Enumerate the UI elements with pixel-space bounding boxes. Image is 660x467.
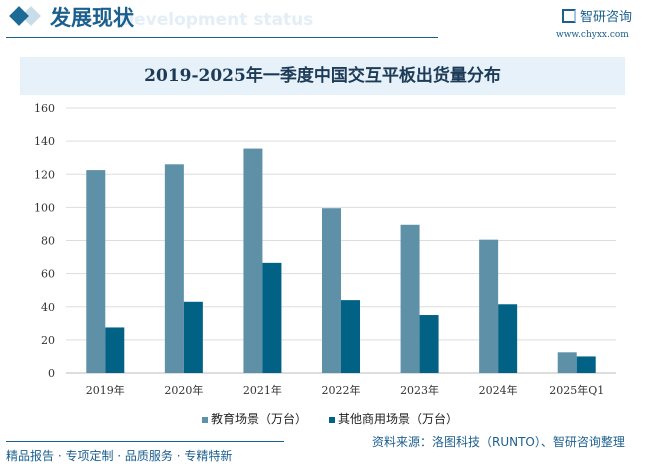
y-tick-label: 20	[41, 334, 55, 347]
x-tick-label: 2025年Q1	[549, 383, 604, 397]
bar-commercial	[262, 262, 282, 373]
legend-label: 教育场景（万台）	[210, 412, 307, 426]
x-tick-label: 2023年	[400, 383, 439, 397]
bar-commercial	[498, 304, 518, 373]
legend-label: 其他商用场景（万台）	[338, 412, 459, 426]
bar-commercial	[341, 300, 360, 373]
bar-education	[557, 352, 577, 373]
logo-text: 智研咨询	[580, 10, 633, 25]
y-tick-label: 60	[41, 268, 55, 281]
header-subtitle: Development status	[120, 10, 314, 30]
chart-title: 2019-2025年一季度中国交互平板出货量分布	[20, 57, 625, 95]
x-tick-label: 2019年	[86, 383, 125, 397]
y-tick-label: 100	[34, 201, 55, 214]
footer-slogan: 精品报告 · 专项定制 · 品质服务 · 专精特新	[6, 449, 233, 463]
bar-education	[400, 224, 420, 373]
legend-item-education: 教育场景（万台）	[201, 410, 307, 427]
footer-divider	[6, 441, 284, 442]
legend: 教育场景（万台） 其他商用场景（万台）	[0, 410, 660, 427]
logo: 智研咨询	[562, 6, 632, 25]
bar-education	[479, 239, 499, 373]
legend-swatch	[329, 416, 335, 423]
y-tick-label: 120	[34, 168, 55, 181]
bar-commercial	[576, 356, 596, 373]
y-tick-label: 140	[34, 135, 55, 148]
legend-item-commercial: 其他商用场景（万台）	[329, 410, 458, 427]
y-tick-label: 0	[48, 367, 55, 380]
bar-commercial	[419, 315, 439, 373]
bar-education	[86, 170, 106, 373]
legend-swatch	[201, 416, 208, 423]
y-tick-label: 160	[34, 102, 55, 115]
x-tick-label: 2024年	[479, 383, 518, 397]
y-tick-label: 80	[41, 235, 55, 248]
x-tick-label: 2020年	[164, 383, 203, 397]
bar-education	[243, 148, 263, 373]
x-tick-label: 2021年	[243, 383, 282, 397]
y-tick-label: 40	[41, 301, 55, 314]
bar-education	[322, 208, 341, 373]
x-tick-label: 2022年	[322, 383, 361, 397]
header-divider	[6, 37, 438, 38]
bar-education	[164, 164, 184, 373]
data-source: 资料来源：洛图科技（RUNTO）、智研咨询整理	[372, 435, 625, 449]
logo-icon	[562, 8, 576, 23]
bar-commercial	[105, 327, 125, 373]
header-title: 发展现状	[50, 6, 134, 30]
bar-commercial	[183, 301, 203, 373]
site-url: www.chyxx.com	[556, 30, 629, 40]
